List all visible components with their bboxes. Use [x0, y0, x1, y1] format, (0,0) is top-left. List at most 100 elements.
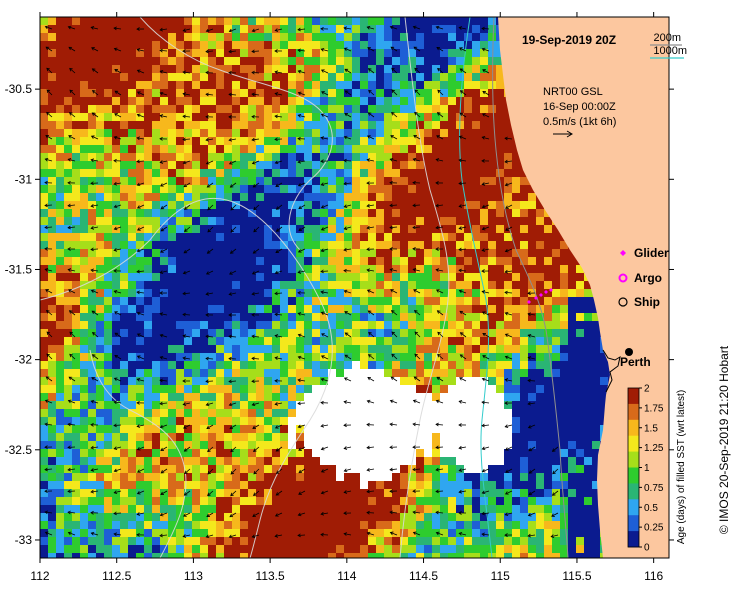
sst-cell [240, 33, 249, 42]
sst-cell [96, 417, 105, 426]
sst-cell [552, 233, 561, 242]
sst-cell [592, 433, 601, 442]
sst-cell [512, 457, 521, 466]
sst-cell [368, 185, 377, 194]
sst-cell [144, 457, 153, 466]
sst-cell [48, 425, 57, 434]
sst-cell [272, 409, 281, 418]
sst-cell [472, 425, 481, 434]
sst-cell [120, 169, 129, 178]
sst-cell [48, 193, 57, 202]
sst-cell [496, 353, 505, 362]
sst-cell [216, 321, 225, 330]
sst-cell [480, 65, 489, 74]
sst-cell [544, 297, 553, 306]
sst-cell [96, 153, 105, 162]
sst-cell [424, 449, 433, 458]
sst-cell [256, 441, 265, 450]
sst-cell [208, 481, 217, 490]
sst-cell [96, 145, 105, 154]
sst-cell [280, 145, 289, 154]
sst-cell [336, 409, 345, 418]
sst-cell [440, 225, 449, 234]
sst-cell [328, 377, 337, 386]
sst-cell [296, 297, 305, 306]
sst-cell [128, 457, 137, 466]
sst-cell [336, 65, 345, 74]
sst-cell [176, 89, 185, 98]
sst-cell [112, 249, 121, 258]
sst-cell [472, 409, 481, 418]
sst-cell [312, 177, 321, 186]
sst-cell [384, 105, 393, 114]
sst-cell [56, 89, 65, 98]
sst-cell [416, 145, 425, 154]
sst-cell [192, 25, 201, 34]
sst-cell [128, 89, 137, 98]
sst-cell [576, 361, 585, 370]
sst-cell [176, 297, 185, 306]
sst-cell [560, 417, 569, 426]
sst-cell [128, 241, 137, 250]
sst-cell [96, 41, 105, 50]
sst-cell [128, 73, 137, 82]
sst-cell [304, 377, 313, 386]
sst-cell [240, 193, 249, 202]
sst-cell [360, 385, 369, 394]
sst-cell [464, 505, 473, 514]
sst-cell [336, 57, 345, 66]
sst-cell [208, 57, 217, 66]
sst-cell [192, 489, 201, 498]
sst-cell [376, 433, 385, 442]
sst-cell [544, 353, 553, 362]
sst-cell [304, 25, 313, 34]
sst-cell [280, 161, 289, 170]
sst-cell [192, 121, 201, 130]
sst-cell [584, 449, 593, 458]
sst-cell [408, 257, 417, 266]
sst-cell [160, 305, 169, 314]
sst-cell [512, 313, 521, 322]
sst-cell [192, 513, 201, 522]
sst-cell [488, 185, 497, 194]
sst-cell [248, 497, 257, 506]
sst-cell [448, 177, 457, 186]
sst-cell [88, 369, 97, 378]
sst-cell [360, 369, 369, 378]
sst-cell [440, 361, 449, 370]
sst-cell [240, 169, 249, 178]
sst-cell [400, 401, 409, 410]
sst-cell [320, 265, 329, 274]
sst-cell [552, 473, 561, 482]
sst-cell [488, 57, 497, 66]
sst-cell [232, 233, 241, 242]
sst-cell [368, 305, 377, 314]
sst-cell [544, 425, 553, 434]
sst-cell [248, 169, 257, 178]
sst-cell [536, 353, 545, 362]
sst-cell [144, 225, 153, 234]
sst-cell [56, 65, 65, 74]
sst-cell [152, 417, 161, 426]
sst-cell [344, 441, 353, 450]
sst-cell [208, 265, 217, 274]
sst-cell [328, 89, 337, 98]
sst-cell [368, 273, 377, 282]
sst-cell [224, 361, 233, 370]
sst-cell [48, 505, 57, 514]
sst-cell [160, 449, 169, 458]
sst-cell [584, 505, 593, 514]
sst-cell [520, 329, 529, 338]
sst-cell [112, 257, 121, 266]
sst-cell [592, 513, 601, 522]
sst-cell [64, 185, 73, 194]
sst-cell [320, 241, 329, 250]
sst-cell [520, 345, 529, 354]
sst-cell [64, 177, 73, 186]
sst-cell [184, 417, 193, 426]
sst-cell [152, 265, 161, 274]
sst-cell [432, 193, 441, 202]
sst-cell [392, 129, 401, 138]
sst-cell [384, 441, 393, 450]
sst-cell [80, 49, 89, 58]
